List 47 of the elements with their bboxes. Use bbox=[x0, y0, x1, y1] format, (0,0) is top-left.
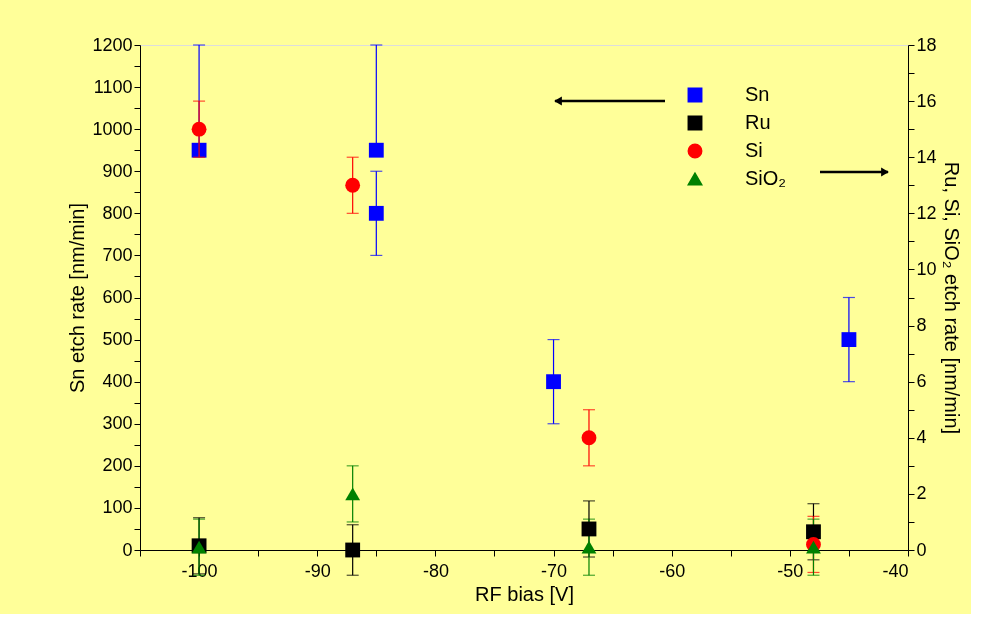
y-tick-label: 400 bbox=[102, 371, 133, 392]
y-tick-label: 900 bbox=[102, 160, 133, 181]
x-tick-label: -50 bbox=[777, 560, 804, 581]
x-tick-label: -70 bbox=[541, 560, 568, 581]
x-tick-label: -60 bbox=[659, 560, 686, 581]
point bbox=[368, 205, 384, 221]
legend-label: SiO₂ bbox=[745, 167, 787, 189]
point bbox=[345, 542, 361, 558]
point bbox=[806, 524, 821, 540]
y-tick-label: 500 bbox=[102, 329, 133, 350]
y2-tick-label: 10 bbox=[916, 258, 937, 279]
legend-label: Si bbox=[745, 139, 763, 161]
y-tick-label: 600 bbox=[102, 287, 133, 307]
point bbox=[841, 332, 857, 347]
y-tick-label: 200 bbox=[102, 455, 133, 476]
legend-label: Ru bbox=[745, 111, 771, 133]
y2-axis-title: Ru, Si, SiO₂ etch rate [nm/min] bbox=[940, 161, 963, 435]
point bbox=[368, 142, 384, 158]
point bbox=[581, 430, 597, 446]
y-tick-label: 1000 bbox=[92, 118, 133, 139]
x-axis-title: RF bias [V] bbox=[475, 582, 574, 605]
y2-tick-label: 14 bbox=[916, 146, 937, 167]
y-tick-label: 1100 bbox=[93, 76, 133, 97]
y-tick-label: 100 bbox=[102, 497, 133, 518]
y-tick-label: 700 bbox=[102, 244, 133, 265]
y2-tick-label: 16 bbox=[916, 90, 937, 111]
y-tick-label: 800 bbox=[102, 202, 133, 223]
y2-tick-label: 6 bbox=[916, 371, 927, 392]
point bbox=[345, 177, 361, 193]
point bbox=[345, 487, 361, 501]
x-tick-label: -90 bbox=[304, 560, 331, 581]
point bbox=[546, 374, 561, 390]
point bbox=[191, 121, 207, 137]
y-tick-label: 1200 bbox=[92, 34, 133, 55]
x-tick-label: -80 bbox=[422, 560, 449, 581]
y2-tick-label: 12 bbox=[916, 202, 937, 223]
y2-tick-label: 2 bbox=[916, 483, 927, 504]
x-tick-label: -40 bbox=[882, 560, 909, 581]
y2-tick-label: 18 bbox=[916, 34, 937, 55]
y-tick-label: 300 bbox=[102, 413, 133, 434]
y-axis-title: Sn etch rate [nm/min] bbox=[66, 202, 89, 394]
point bbox=[581, 540, 597, 554]
legend-label: Sn bbox=[745, 83, 770, 105]
y-tick-label: 0 bbox=[122, 539, 133, 560]
y2-tick-label: 8 bbox=[916, 315, 927, 336]
y2-tick-label: 0 bbox=[916, 539, 927, 560]
y2-tick-label: 4 bbox=[916, 427, 927, 448]
